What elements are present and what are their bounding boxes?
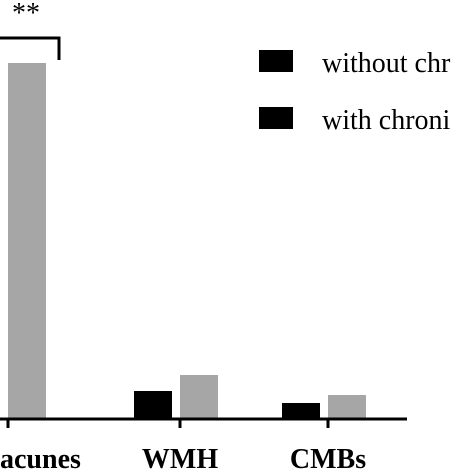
bar-with-cmbs [328, 395, 366, 419]
bar-with-wmh [180, 375, 218, 419]
significance-annotation: ** [0, 0, 61, 60]
legend-label-without: without chr [322, 48, 451, 79]
legend-swatch-without [259, 50, 293, 72]
bar-with-lacunes [8, 63, 46, 419]
significance-label: ** [12, 0, 40, 29]
bar-without-wmh [134, 391, 172, 419]
legend-label-with: with chroni [322, 105, 451, 136]
x-ticks-group: acunes WMH CMBs [0, 419, 366, 474]
bar-without-cmbs [282, 403, 320, 419]
bars-group [8, 63, 366, 419]
legend: without chr with chroni [259, 48, 451, 136]
x-tick-label-lacunes: acunes [0, 444, 81, 474]
significance-bracket [0, 36, 61, 60]
x-tick-label-cmbs: CMBs [290, 444, 366, 474]
x-tick-label-wmh: WMH [142, 444, 218, 474]
legend-swatch-with [259, 107, 293, 129]
